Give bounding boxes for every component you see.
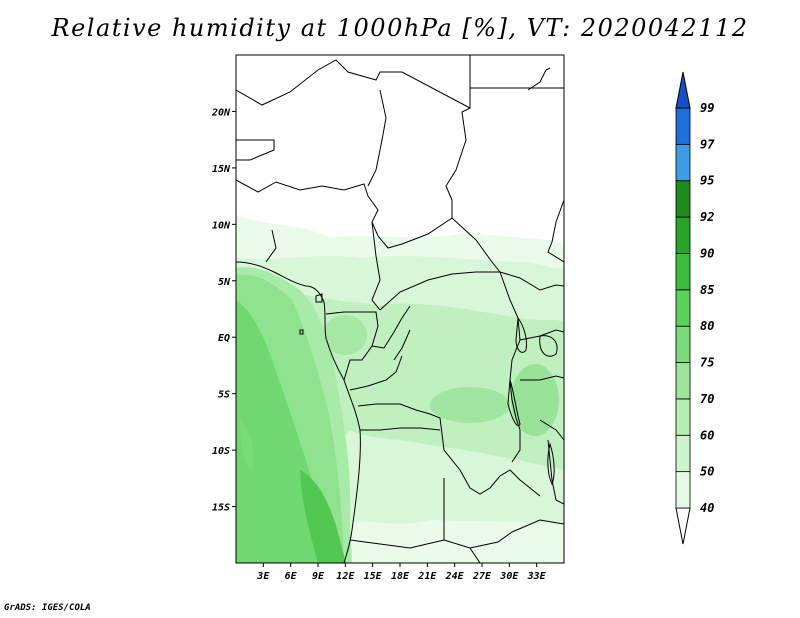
colorbar-upper-extend — [675, 71, 691, 109]
x-tick-label: 15E — [364, 571, 383, 582]
y-tick-label: 10S — [212, 446, 230, 457]
x-tick-label: 21E — [417, 571, 437, 582]
colorbar-label: 40 — [700, 501, 714, 515]
colorbar-label: 85 — [700, 283, 714, 297]
colorbar-label: 97 — [700, 137, 715, 151]
chart-title: Relative humidity at 1000hPa [%], VT: 20… — [51, 14, 749, 42]
colorbar-lower-extend — [675, 507, 691, 545]
colorbar-swatch — [675, 398, 691, 436]
x-tick-label: 30E — [499, 571, 519, 582]
colorbar: 40 50 60 70 75 80 85 90 92 95 97 99 — [675, 71, 715, 545]
colorbar-swatch — [675, 107, 691, 145]
x-tick-label: 9E — [312, 571, 325, 582]
colorbar-swatch — [675, 471, 691, 509]
colorbar-label: 99 — [700, 101, 714, 115]
colorbar-swatch — [675, 289, 691, 327]
y-tick-label: 5S — [218, 390, 230, 401]
colorbar-label: 95 — [700, 174, 714, 188]
colorbar-swatch — [675, 143, 691, 182]
x-tick-label: 3E — [256, 571, 270, 582]
colorbar-label: 90 — [700, 246, 714, 260]
x-tick-label: 6E — [285, 571, 298, 582]
colorbar-label: 92 — [700, 210, 714, 224]
humidity-field — [236, 55, 564, 563]
colorbar-swatch — [675, 216, 691, 254]
x-tick-label: 33E — [527, 571, 547, 582]
y-tick-label: 10N — [212, 220, 231, 231]
x-tick-label: 27E — [472, 571, 492, 582]
y-tick-label: 5N — [218, 277, 231, 288]
x-tick-label: 18E — [391, 571, 410, 582]
colorbar-label: 70 — [700, 392, 714, 406]
x-axis: 3E 6E 9E 12E 15E 18E 21E 24E 27E 30E 33E — [256, 563, 547, 582]
colorbar-swatch — [675, 325, 691, 363]
x-tick-label: 12E — [336, 571, 355, 582]
credit-text: GrADS: IGES/COLA — [4, 603, 91, 613]
country-borders — [236, 55, 564, 563]
x-tick-label: 24E — [445, 571, 465, 582]
colorbar-swatch — [675, 434, 691, 473]
colorbar-label: 50 — [700, 465, 714, 479]
y-axis: 20N 15N 10N 5N EQ 5S 10S 15S — [211, 107, 236, 514]
y-tick-label: 15N — [212, 164, 231, 175]
y-tick-label: 15S — [212, 503, 230, 514]
colorbar-swatch — [675, 362, 691, 400]
colorbar-label: 60 — [700, 428, 714, 442]
y-tick-label: EQ — [218, 333, 230, 344]
colorbar-label: 75 — [700, 356, 714, 370]
colorbar-label: 80 — [700, 319, 714, 333]
y-tick-label: 20N — [211, 107, 231, 118]
colorbar-swatch — [675, 253, 691, 291]
colorbar-swatch — [675, 180, 691, 218]
